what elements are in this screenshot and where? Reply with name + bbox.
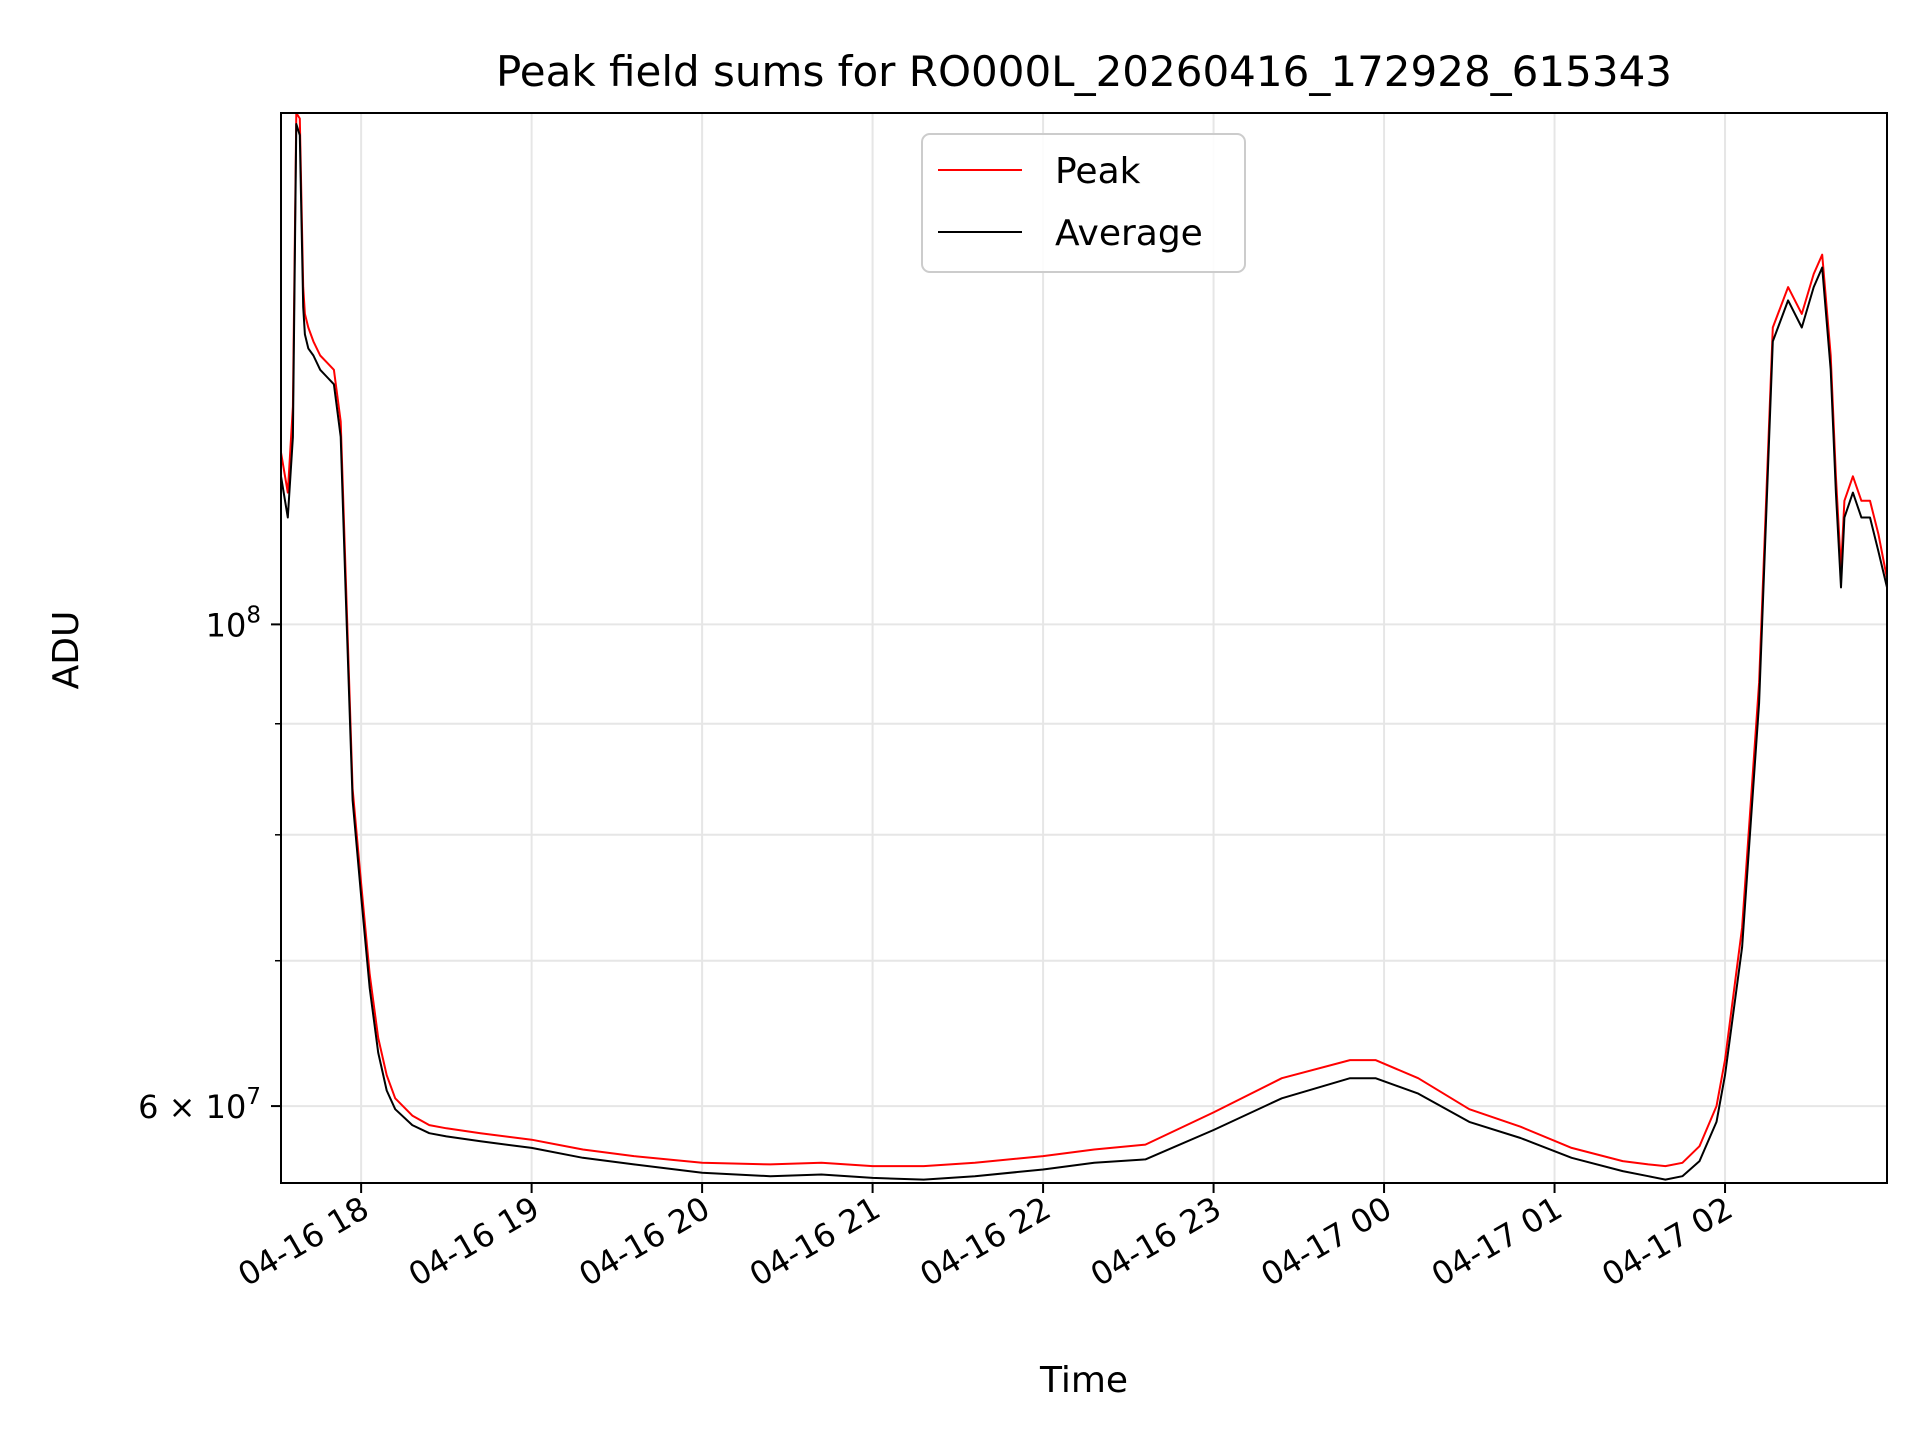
y-tick-label: 6 × 107 (138, 1084, 261, 1126)
legend-peak-label: Peak (1055, 151, 1141, 192)
legend-box (921, 133, 1246, 273)
grid-layer (281, 113, 1887, 1183)
series-line-peak (281, 113, 1887, 1168)
axes-frame (280, 112, 1888, 1184)
x-axis-label: Time (1039, 1360, 1128, 1401)
y-tick-label: 108 (206, 602, 261, 644)
y-axis-label: ADU (46, 611, 87, 690)
y-axis-ticks: 6 × 107 108 (138, 602, 281, 1126)
legend: Peak Average (921, 133, 1246, 273)
chart-title: Peak field sums for RO000L_20260416_1729… (496, 47, 1672, 96)
series-line-average (281, 123, 1887, 1181)
plot-area (281, 113, 1887, 1181)
legend-average-label: Average (1055, 213, 1203, 254)
